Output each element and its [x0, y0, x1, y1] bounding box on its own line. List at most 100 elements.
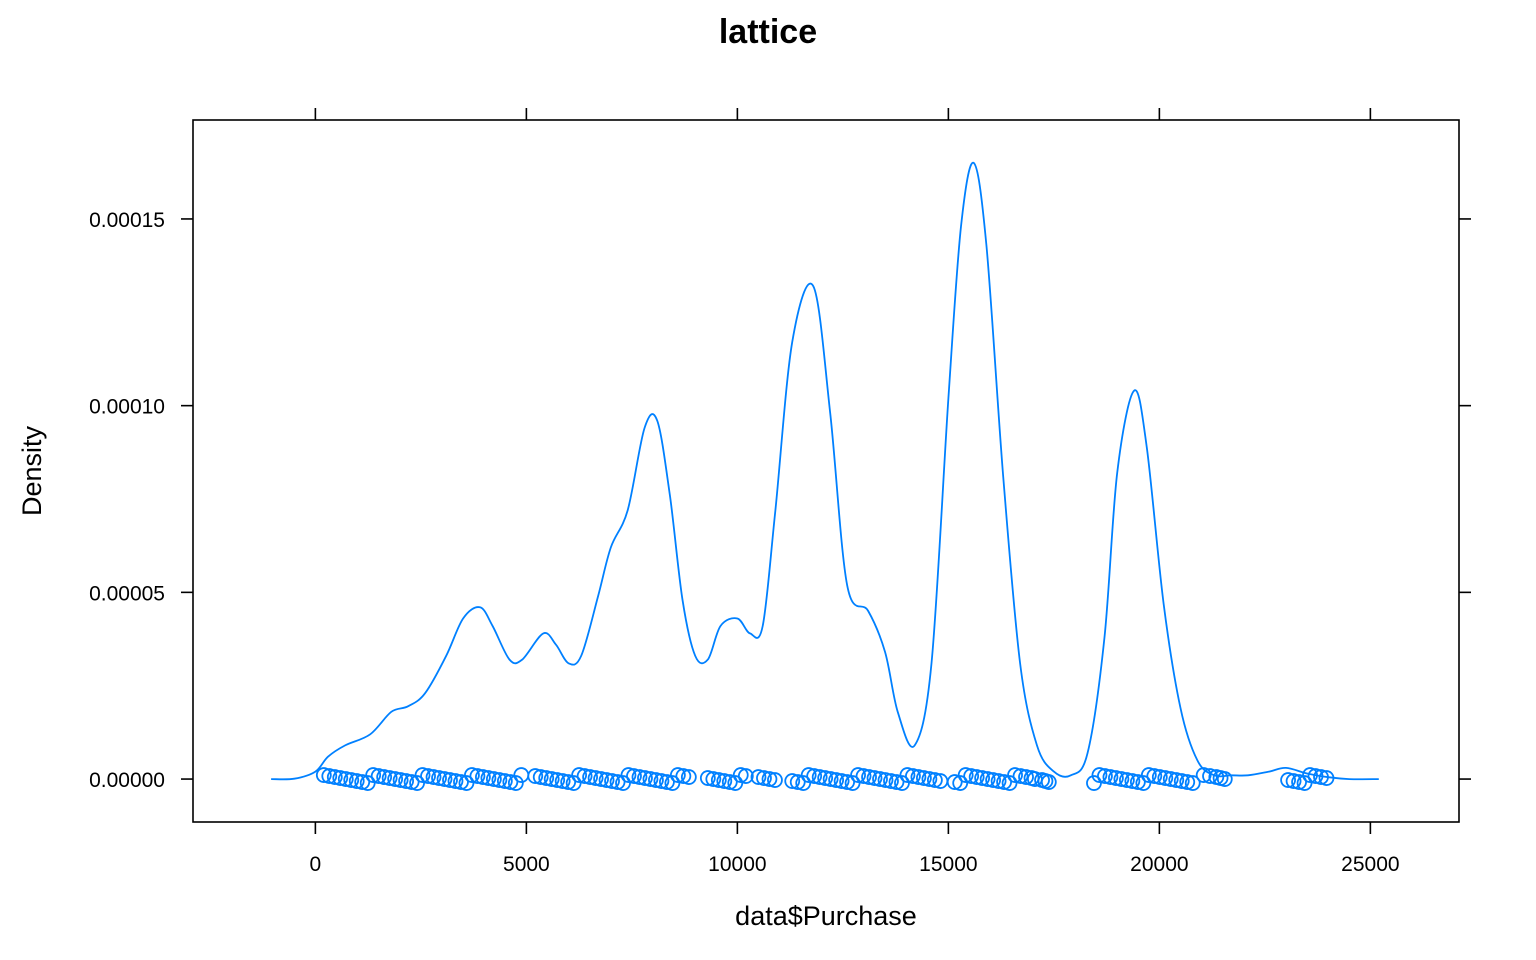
rug-point	[480, 770, 497, 786]
rug-point	[1195, 767, 1212, 783]
rug-point	[1007, 767, 1023, 783]
rug-point	[1179, 774, 1196, 790]
rug-point	[680, 769, 697, 785]
rug-point	[615, 775, 631, 791]
rug-point	[789, 774, 806, 790]
rug-point	[464, 767, 480, 783]
rug-point	[699, 770, 716, 786]
rug-point	[425, 769, 442, 785]
rug-point	[1012, 768, 1029, 784]
rug-point	[392, 772, 409, 788]
rug-point	[365, 767, 382, 783]
rug-point	[1001, 775, 1018, 791]
rug-point	[653, 773, 670, 789]
rug-point	[1118, 772, 1135, 788]
rug-point	[1216, 771, 1233, 787]
rug-point	[675, 768, 692, 784]
rug-point	[403, 774, 420, 790]
rug-point	[447, 773, 464, 789]
rug-point	[1108, 770, 1124, 786]
rug-point	[496, 773, 513, 789]
rug-point	[507, 775, 524, 791]
rug-point	[1124, 773, 1141, 789]
rug-point	[626, 768, 642, 784]
rug-point	[631, 769, 648, 785]
rug-point	[1113, 771, 1130, 787]
rug-point	[795, 775, 812, 791]
rug-point	[1140, 767, 1157, 783]
rug-point	[1184, 775, 1201, 791]
rug-point	[414, 767, 431, 783]
rug-point	[905, 768, 921, 784]
rug-point	[811, 769, 828, 785]
rug-point	[593, 771, 609, 787]
rug-point	[560, 774, 577, 790]
x-axis-label: data$Purchase	[735, 901, 917, 931]
rug-point	[883, 773, 899, 789]
rug-point	[431, 770, 447, 786]
rug-point	[659, 774, 675, 790]
y-tick-label: 0.00010	[89, 396, 165, 419]
rug-point	[453, 774, 469, 790]
rug-point	[784, 773, 801, 789]
rug-point	[538, 770, 555, 786]
rug-point	[946, 774, 963, 790]
rug-point	[716, 773, 733, 789]
rug-point	[565, 775, 582, 791]
rug-point	[620, 767, 637, 783]
rug-point	[877, 772, 894, 788]
rug-point	[850, 767, 866, 783]
rug-point	[587, 770, 604, 786]
rug-point	[979, 771, 996, 787]
y-tick-label: 0.00005	[89, 582, 165, 605]
rug-point	[1157, 770, 1174, 786]
rug-point	[376, 769, 393, 785]
rug-point	[442, 772, 458, 788]
rug-point	[952, 775, 969, 791]
rug-point	[968, 769, 985, 785]
axis-ticks: 0 5000 10000 15000 20000 25000 0.00000 0.00005 0…	[89, 108, 1471, 876]
rug-point	[571, 767, 588, 783]
rug-point	[872, 771, 888, 787]
rug-point	[598, 772, 615, 788]
rug-point	[475, 769, 491, 785]
rug-marks	[315, 767, 1335, 791]
rug-point	[974, 770, 991, 786]
rug-point	[343, 772, 360, 788]
x-tick-label: 20000	[1130, 853, 1188, 876]
rug-point	[1135, 775, 1152, 791]
rug-point	[1129, 774, 1146, 790]
rug-point	[1162, 771, 1179, 787]
rug-point	[963, 768, 980, 784]
chart-title: lattice	[719, 13, 817, 51]
rug-point	[1040, 774, 1057, 790]
rug-point	[921, 771, 938, 787]
rug-point	[828, 772, 845, 788]
rug-point	[348, 773, 365, 789]
rug-point	[491, 772, 508, 788]
rug-point	[1285, 773, 1302, 789]
rug-point	[648, 772, 664, 788]
y-tick-label: 0.00015	[89, 209, 165, 232]
x-tick-label: 0	[310, 853, 322, 876]
y-tick-label: 0.00000	[89, 769, 165, 792]
x-tick-label: 10000	[708, 853, 766, 876]
rug-point	[485, 771, 502, 787]
rug-point	[839, 774, 855, 790]
rug-point	[957, 767, 974, 783]
rug-point	[990, 773, 1007, 789]
rug-point	[370, 768, 387, 784]
rug-point	[642, 771, 659, 787]
rug-point	[1091, 767, 1108, 783]
rug-point	[527, 768, 544, 784]
rug-point	[387, 771, 404, 787]
rug-point	[855, 768, 872, 784]
rug-point	[469, 768, 486, 784]
rug-point	[554, 773, 571, 789]
rug-point	[458, 775, 475, 791]
rug-point	[315, 767, 332, 783]
rug-point	[926, 772, 943, 788]
y-axis-label: Density	[17, 425, 47, 516]
rug-point	[822, 771, 839, 787]
rug-point	[326, 769, 343, 785]
